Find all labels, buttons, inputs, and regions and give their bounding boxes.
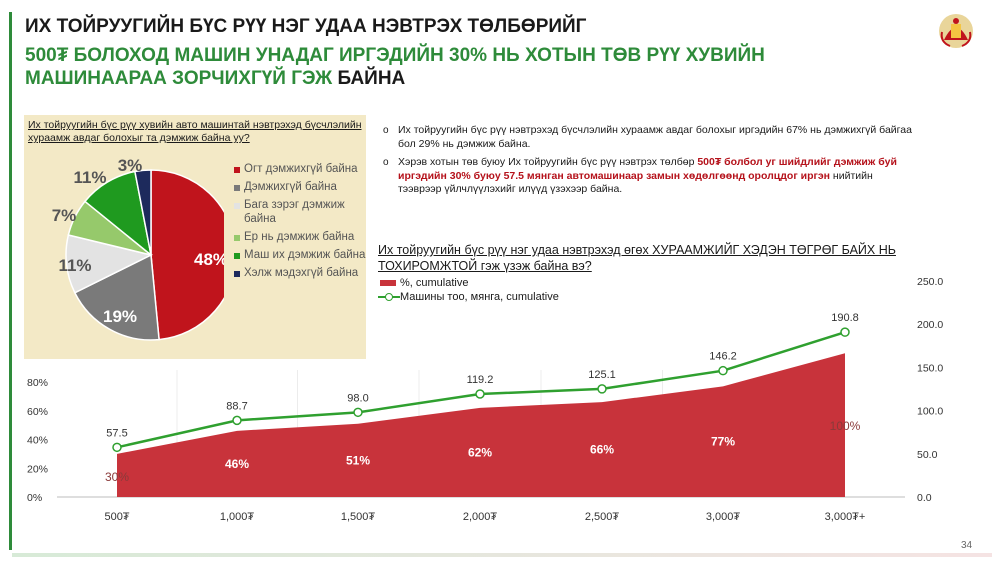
page-title-line1: ИХ ТОЙРУУГИЙН БҮС РҮҮ НЭГ УДАА НЭВТРЭХ Т… bbox=[25, 16, 587, 37]
pie-legend-item: Хэлж мэдэхгүй байна bbox=[234, 267, 366, 281]
line-marker bbox=[840, 327, 850, 337]
pie-slice-label: 3% bbox=[118, 156, 143, 175]
line-marker bbox=[353, 407, 363, 418]
title-line3-green: МАШИНААРАА ЗОРЧИХГҮЙ ГЭЖ bbox=[25, 68, 338, 89]
x-axis-category-label: 3,000₮ bbox=[706, 511, 741, 523]
pie-legend-swatch bbox=[234, 234, 240, 241]
area-data-label: 51% bbox=[346, 453, 370, 467]
left-axis-tick-label: 80% bbox=[27, 377, 48, 389]
line-marker bbox=[597, 384, 607, 394]
left-axis-tick-label: 60% bbox=[27, 406, 48, 418]
line-marker bbox=[112, 442, 122, 453]
left-axis-tick-label: 20% bbox=[27, 463, 48, 475]
pie-chart: 48% 19% 11% 7% 11% 3% bbox=[52, 156, 224, 341]
area-data-label: 77% bbox=[711, 435, 735, 449]
right-axis-tick-label: 0.0 bbox=[917, 492, 932, 504]
pie-legend: Огт дэмжихгүй байна Дэмжихгүй байна Бага з… bbox=[234, 163, 366, 285]
bullet-2: Хэрэв хотын төв буюу Их тойруугийн бүс р… bbox=[380, 156, 916, 197]
line-marker bbox=[718, 365, 728, 376]
x-axis-category-label: 2,000₮ bbox=[463, 511, 498, 523]
pie-legend-label: Ер нь дэмжиж байна bbox=[244, 230, 355, 243]
accent-bar bbox=[9, 12, 12, 550]
right-axis-tick-label: 50.0 bbox=[917, 449, 938, 461]
area-chart-legend: %, cumulative Машины тоо, мянга, cumulat… bbox=[378, 276, 559, 304]
pie-legend-swatch bbox=[234, 185, 240, 191]
line-data-label: 125.1 bbox=[588, 369, 616, 381]
pie-legend-label: Дэмжихгүй байна bbox=[244, 181, 337, 193]
x-axis-category-label: 1,000₮ bbox=[220, 511, 255, 523]
x-axis-category-label: 500₮ bbox=[104, 511, 129, 523]
area-data-label: 100% bbox=[830, 419, 861, 433]
pie-legend-swatch bbox=[234, 270, 240, 277]
right-axis-tick-label: 250.0 bbox=[917, 276, 943, 288]
area-chart-title: Их тойруугийн бүс рүү нэг удаа нэвтрэхэд… bbox=[378, 243, 896, 273]
pie-legend-item: Маш их дэмжиж байна bbox=[234, 249, 366, 263]
legend-swatch-percent bbox=[380, 280, 396, 286]
pie-legend-swatch bbox=[234, 203, 240, 209]
legend-item-percent: %, cumulative bbox=[378, 276, 559, 290]
bullet-2-part1: Хэрэв хотын төв буюу Их тойруугийн бүс р… bbox=[398, 156, 698, 168]
pie-chart-panel: Их тойруугийн бүс рүү хувийн авто машинт… bbox=[24, 115, 366, 359]
left-axis-tick-label: 40% bbox=[27, 435, 48, 447]
pie-slice bbox=[150, 169, 224, 341]
legend-label-cars: Машины тоо, мянга, cumulative bbox=[400, 291, 559, 303]
line-data-label: 146.2 bbox=[709, 351, 737, 363]
bullet-list: Их тойруугийн бүс рүү нэвтрэхэд бүсчлэли… bbox=[380, 124, 916, 202]
bullet-1: Их тойруугийн бүс рүү нэвтрэхэд бүсчлэли… bbox=[380, 124, 916, 151]
line-data-label: 57.5 bbox=[106, 427, 127, 439]
line-data-label: 190.8 bbox=[831, 312, 859, 324]
area-data-label: 30% bbox=[105, 470, 129, 484]
pie-legend-swatch bbox=[234, 167, 240, 173]
area-data-label: 62% bbox=[468, 445, 492, 459]
line-data-label: 88.7 bbox=[226, 400, 247, 412]
pie-legend-item: Ер нь дэмжиж байна bbox=[234, 231, 366, 245]
legend-item-cars: Машины тоо, мянга, cumulative bbox=[378, 290, 559, 304]
line-data-label: 98.0 bbox=[347, 392, 368, 404]
pie-legend-swatch bbox=[234, 252, 240, 259]
title-line2: 500₮ БОЛОХОД МАШИН УНАДАГ ИРГЭДИЙН 30% Н… bbox=[25, 45, 765, 66]
right-axis-tick-label: 100.0 bbox=[917, 406, 943, 418]
pie-slice-label: 48% bbox=[194, 250, 224, 269]
pie-slice-label: 11% bbox=[73, 168, 106, 187]
pie-legend-label: Хэлж мэдэхгүй байна bbox=[244, 266, 359, 279]
right-axis-tick-label: 150.0 bbox=[917, 362, 943, 374]
bullet-2-part2: нийтийн тээврээр үйлчлүүлэхийг илүүд үзэ… bbox=[398, 169, 873, 196]
x-axis-category-label: 3,000₮+ bbox=[825, 511, 866, 523]
pie-chart-title: Их тойруугийн бүс рүү хувийн авто машинт… bbox=[28, 119, 362, 144]
pie-slice-label: 11% bbox=[58, 256, 91, 275]
title-line3: МАШИНААРАА ЗОРЧИХГҮЙ ГЭЖ БАЙНА bbox=[25, 67, 875, 90]
pie-legend-item: Огт дэмжихгүй байна bbox=[234, 163, 366, 177]
emblem-icon bbox=[939, 14, 973, 48]
pie-slice-label: 19% bbox=[103, 307, 137, 326]
line-marker bbox=[475, 389, 485, 399]
pie-legend-label: Маш их дэмжиж байна bbox=[244, 248, 366, 261]
pie-legend-label: Огт дэмжихгүй байна bbox=[244, 163, 358, 175]
page-number: 34 bbox=[961, 540, 973, 551]
bullet-2-highlight: 500₮ болбол уг шийдлийг дэмжиж буй иргэд… bbox=[398, 156, 897, 182]
legend-label-percent: %, cumulative bbox=[400, 277, 469, 289]
area-percent-cumulative bbox=[117, 353, 845, 497]
x-axis-category-label: 1,500₮ bbox=[341, 511, 376, 523]
line-marker bbox=[232, 415, 242, 426]
pie-legend-item: Дэмжихгүй байна bbox=[234, 181, 366, 195]
pie-slice bbox=[134, 169, 152, 256]
right-axis-tick-label: 200.0 bbox=[917, 319, 943, 331]
bottom-fade bbox=[12, 553, 992, 557]
x-axis-category-label: 2,500₮ bbox=[585, 511, 620, 523]
title-line3-dark: БАЙНА bbox=[337, 68, 406, 89]
pie-legend-label: Бага зэрэг дэмжиж байна bbox=[244, 199, 345, 225]
pie-slice-label: 7% bbox=[52, 206, 77, 225]
page-title-subtitle: 500₮ БОЛОХОД МАШИН УНАДАГ ИРГЭДИЙН 30% Н… bbox=[25, 44, 875, 90]
legend-marker-cars bbox=[385, 293, 393, 301]
area-data-label: 66% bbox=[590, 443, 614, 457]
area-data-label: 46% bbox=[225, 457, 249, 471]
left-axis-tick-label: 0% bbox=[27, 492, 42, 504]
line-data-label: 119.2 bbox=[467, 374, 494, 386]
pie-legend-item: Бага зэрэг дэмжиж байна bbox=[234, 199, 366, 226]
